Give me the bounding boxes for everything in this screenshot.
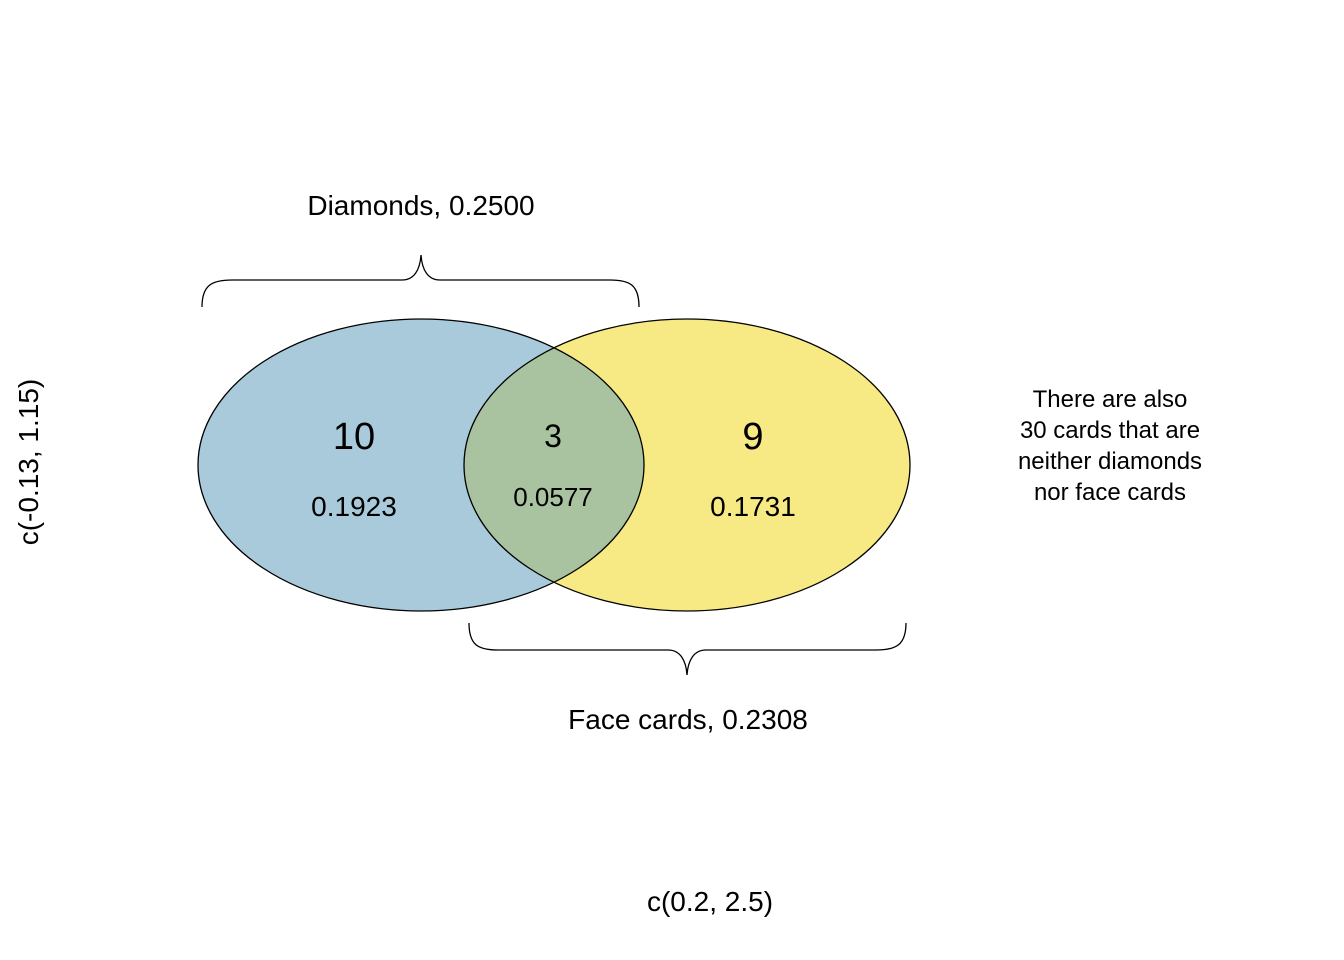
intersection-count: 3 (544, 418, 562, 454)
face-cards-only-count: 9 (742, 416, 763, 458)
outside-note-line-3: neither diamonds (1018, 448, 1202, 475)
diamonds-only-prob: 0.1923 (311, 491, 397, 522)
face-cards-brace (468, 622, 907, 676)
outside-note-line-4: nor face cards (1034, 479, 1186, 506)
outside-note-line-2: 30 cards that are (1020, 417, 1200, 444)
face-cards-set-label: Face cards, 0.2308 (568, 704, 808, 735)
diamonds-set-label: Diamonds, 0.2500 (307, 190, 534, 221)
intersection-prob: 0.0577 (513, 482, 593, 512)
diamonds-brace (201, 254, 640, 308)
face-cards-only-prob: 0.1731 (710, 491, 796, 522)
diamonds-set-outline (197, 318, 645, 612)
intersection-region (464, 319, 644, 611)
face-cards-set-outline (463, 318, 911, 612)
x-axis-label: c(0.2, 2.5) (647, 886, 773, 917)
diamonds-only-count: 10 (333, 416, 375, 458)
y-axis-label: c(-0.13, 1.15) (13, 379, 44, 546)
outside-note-line-1: There are also (1033, 386, 1188, 413)
